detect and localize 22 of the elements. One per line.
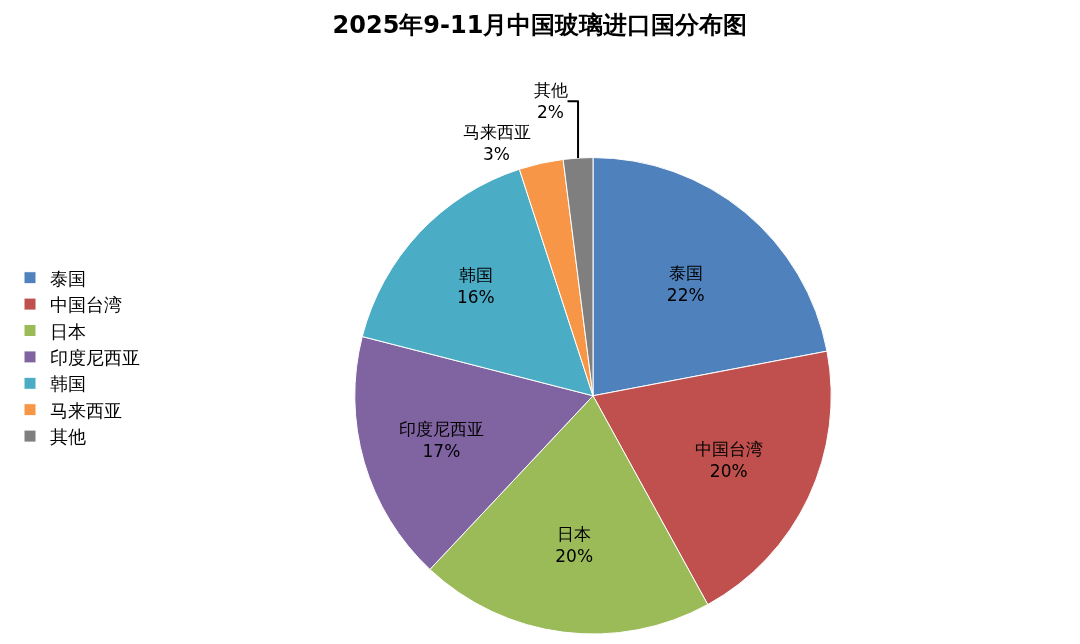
slice-label: 中国台湾	[694, 438, 763, 459]
data-label: 22%	[666, 284, 705, 305]
data-label: 2%	[537, 102, 565, 123]
slice-label: 其他	[533, 80, 568, 101]
data-label: 20%	[709, 460, 748, 481]
legend-label: 中国台湾	[50, 294, 122, 316]
chart-title: 2025年9-11月中国玻璃进口国分布图	[332, 10, 748, 39]
legend-label: 日本	[50, 320, 86, 342]
legend-label: 马来西亚	[50, 399, 122, 421]
slice-label: 日本	[557, 523, 592, 544]
data-label: 3%	[483, 144, 510, 165]
legend-label: 其他	[50, 426, 86, 448]
data-label: 20%	[555, 545, 594, 566]
legend-label: 印度尼西亚	[50, 346, 140, 368]
legend-label: 泰国	[50, 267, 86, 289]
slice-label: 韩国	[458, 264, 493, 285]
data-label: 17%	[422, 440, 461, 461]
legend-label: 韩国	[50, 373, 86, 395]
slice-label: 马来西亚	[462, 122, 531, 143]
slice-label: 印度尼西亚	[398, 418, 484, 439]
slice-label: 泰国	[668, 262, 703, 283]
data-label: 16%	[456, 286, 495, 307]
